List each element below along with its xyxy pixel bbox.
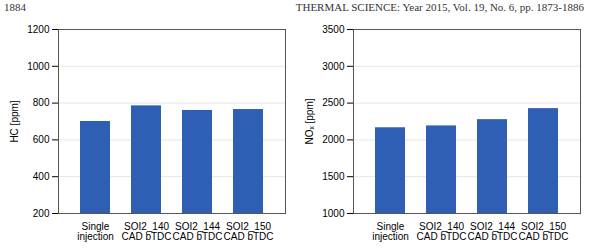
svg-text:2500: 2500: [322, 97, 345, 108]
html-text:1884: 1884: [4, 1, 26, 13]
svg-text:2000: 2000: [322, 134, 345, 145]
html-text:THERMAL SCIENCE: Year 2015, Vo: THERMAL SCIENCE: Year 2015, Vol. 19, No.…: [295, 1, 584, 13]
svg-text:200: 200: [33, 208, 50, 219]
svg-text:NOₓ [ppm]: NOₓ [ppm]: [304, 98, 315, 144]
svg-text:SOI2_144CAD bTDC: SOI2_144CAD bTDC: [172, 221, 222, 242]
svg-text:600: 600: [33, 134, 50, 145]
svg-text:1000: 1000: [27, 61, 50, 72]
svg-text:SOI2_140CAD bTDC: SOI2_140CAD bTDC: [416, 221, 466, 242]
svg-text:HC [ppm]: HC [ppm]: [9, 100, 20, 142]
svg-text:SOI2_144CAD bTDC: SOI2_144CAD bTDC: [467, 221, 517, 242]
svg-text:Singleinjection: Singleinjection: [372, 221, 409, 242]
svg-text:1500: 1500: [322, 171, 345, 182]
svg-text:1200: 1200: [27, 24, 50, 35]
svg-text:SOI2_150CAD bTDC: SOI2_150CAD bTDC: [223, 221, 273, 242]
svg-text:800: 800: [33, 97, 50, 108]
svg-text:Singleinjection: Singleinjection: [77, 221, 114, 242]
svg-text:3000: 3000: [322, 61, 345, 72]
svg-text:1000: 1000: [322, 208, 345, 219]
svg-text:3500: 3500: [322, 24, 345, 35]
svg-text:400: 400: [33, 171, 50, 182]
svg-text:SOI2_150CAD bTDC: SOI2_150CAD bTDC: [518, 221, 568, 242]
svg-text:SOI2_140CAD bTDC: SOI2_140CAD bTDC: [121, 221, 171, 242]
